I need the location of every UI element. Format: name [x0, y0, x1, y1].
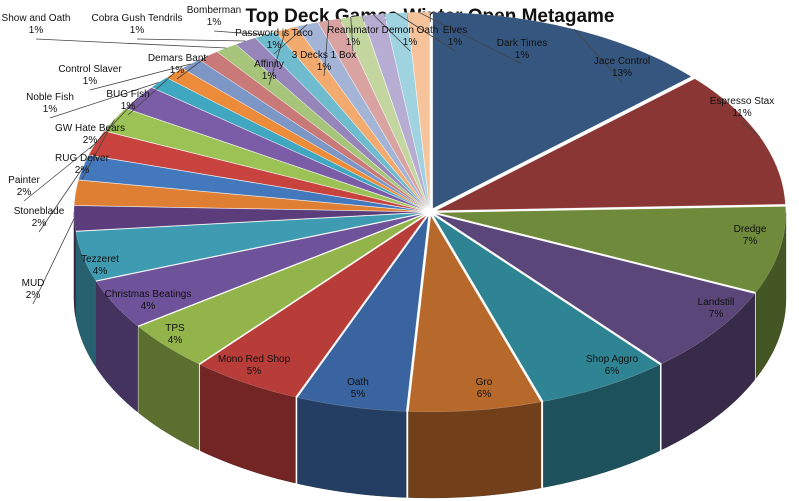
slice-percent-espresso-stax: 11% — [732, 108, 751, 119]
leader-line-gw-hate-bears — [89, 97, 139, 150]
slice-percent-noble-fish: 1% — [43, 104, 58, 115]
slice-unlabeled-12 — [73, 180, 424, 212]
slice-tps — [138, 214, 425, 365]
leader-lines — [23, 11, 761, 305]
slice-label-bug-fish: BUG Fish — [106, 89, 149, 100]
slice-percent-mono-red-shop: 5% — [247, 366, 262, 377]
slice-christmas-beatings — [95, 213, 424, 327]
slice-label-mud: MUD — [22, 278, 45, 289]
slice-percent-password-is-taco: 1% — [267, 40, 282, 51]
slice-label-dark-times: Dark Times — [497, 38, 548, 49]
slice-percent-painter: 2% — [17, 187, 32, 198]
slice-percent-shop-aggro: 6% — [605, 366, 620, 377]
leader-line-bug-fish — [127, 72, 175, 116]
slice-label-espresso-stax: Espresso Stax — [710, 96, 774, 107]
slice-percent-rug-delver: 2% — [75, 165, 90, 176]
slice-label-password-is-taco: Password is Taco — [235, 28, 313, 39]
slice-percent-gro: 6% — [477, 389, 492, 400]
slice-label-tezzeret: Tezzeret — [81, 254, 119, 265]
slice-label-gw-hate-bears: GW Hate Bears — [55, 123, 125, 134]
leader-line-affinity — [268, 29, 287, 86]
leader-line-cobra-gush-tendrils — [136, 38, 246, 42]
slice-label-stoneblade: Stoneblade — [14, 206, 65, 217]
leader-line-jace-control — [573, 28, 623, 83]
slice-tezzeret — [75, 212, 424, 281]
leader-line-3-decks-1-box — [323, 20, 330, 77]
leader-line-painter — [23, 142, 97, 202]
slice-percent-dredge: 7% — [743, 236, 758, 247]
pie-top — [73, 11, 787, 413]
slice-label-cobra-gush-tendrils: Cobra Gush Tendrils — [92, 13, 183, 24]
leader-line-mud — [32, 218, 75, 305]
slice-side-gro — [408, 401, 542, 499]
slice-label-oath: Oath — [347, 377, 369, 388]
slice-percent-reanimator: 1% — [346, 37, 361, 48]
slice-label-christmas-beatings: Christmas Beatings — [105, 289, 192, 300]
slice-label-show-and-oath: Show and Oath — [2, 13, 71, 24]
leader-line-show-and-oath — [35, 38, 227, 49]
slice-label-demon-oath: Demon Oath — [382, 25, 439, 36]
slice-label-jace-control: Jace Control — [594, 56, 650, 67]
leader-line-elves — [395, 12, 456, 52]
slice-percent-jace-control: 13% — [612, 68, 632, 79]
slice-label-demars-bant: Demars Bant — [148, 53, 207, 64]
slice-dredge — [436, 206, 787, 293]
slice-label-shop-aggro: Shop Aggro — [586, 354, 639, 365]
slice-side-christmas-beatings — [96, 280, 138, 413]
slice-percent-christmas-beatings: 4% — [141, 301, 156, 312]
slice-percent-cobra-gush-tendrils: 1% — [130, 25, 145, 36]
slice-percent-gw-hate-bears: 2% — [83, 135, 98, 146]
slice-percent-dark-times: 1% — [515, 50, 530, 61]
slice-percent-demars-bant: 1% — [170, 65, 185, 76]
leader-line-noble-fish — [49, 82, 160, 119]
slice-percent-landstill: 7% — [709, 309, 724, 320]
slice-percent-demon-oath: 1% — [403, 37, 418, 48]
slice-side-oath — [297, 397, 407, 498]
slice-label-mono-red-shop: Mono Red Shop — [218, 354, 291, 365]
slice-shop-aggro — [433, 215, 661, 402]
slice-label-control-slaver: Control Slaver — [58, 64, 122, 75]
slice-mono-red-shop — [199, 215, 427, 398]
leader-line-espresso-stax — [741, 121, 761, 138]
slice-percent-mud: 2% — [26, 290, 41, 301]
slice-percent-oath: 5% — [351, 389, 366, 400]
slice-label-gro: Gro — [476, 377, 493, 388]
slice-label-dredge: Dredge — [734, 224, 767, 235]
leader-line-bomberman — [213, 30, 266, 36]
leader-line-reanimator — [350, 17, 354, 52]
leader-line-password-is-taco — [273, 24, 308, 55]
pie-depth — [73, 212, 787, 499]
leader-line-dark-times — [418, 11, 523, 65]
slice-label-noble-fish: Noble Fish — [26, 92, 74, 103]
slice-label-rug-delver: RUG Delver — [55, 153, 110, 164]
slice-percent-affinity: 1% — [262, 71, 277, 82]
slice-label-bomberman: Bomberman — [187, 5, 241, 16]
leader-line-demars-bant — [176, 55, 209, 80]
slice-landstill — [435, 214, 756, 364]
leader-line-demon-oath — [372, 14, 411, 52]
slice-label-affinity: Affinity — [254, 59, 284, 70]
slice-percent-bug-fish: 1% — [121, 101, 136, 112]
slice-label-elves: Elves — [443, 25, 467, 36]
slice-percent-show-and-oath: 1% — [29, 25, 44, 36]
slice-oath — [297, 215, 429, 412]
slice-label-reanimator: Reanimator — [327, 25, 379, 36]
leader-line-stoneblade — [38, 167, 84, 233]
slice-percent-3-decks-1-box: 1% — [317, 62, 332, 73]
slice-percent-tps: 4% — [168, 335, 183, 346]
leader-line-control-slaver — [89, 63, 191, 91]
slice-label-landstill: Landstill — [698, 297, 735, 308]
slice-label-tps: TPS — [165, 323, 185, 334]
slice-percent-elves: 1% — [448, 37, 463, 48]
slice-percent-bomberman: 1% — [207, 17, 222, 28]
slice-gro — [408, 215, 542, 413]
slice-percent-stoneblade: 2% — [32, 218, 47, 229]
slice-percent-tezzeret: 4% — [93, 266, 108, 277]
slice-label-3-decks-1-box: 3 Decks 1 Box — [292, 50, 356, 61]
leader-line-rug-delver — [81, 119, 115, 180]
slice-percent-control-slaver: 1% — [83, 76, 98, 87]
slice-label-painter: Painter — [8, 175, 40, 186]
